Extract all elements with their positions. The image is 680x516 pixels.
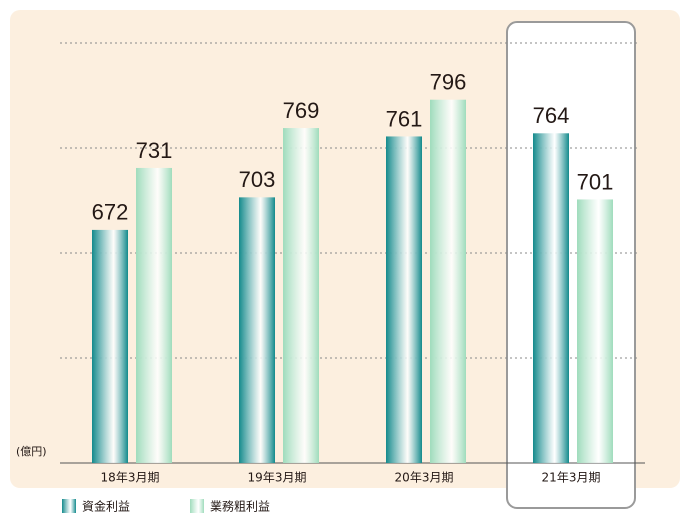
bar [533,133,569,464]
bar [92,229,128,463]
value-label: 672 [92,200,129,225]
bar [239,197,275,463]
unit-label: (億円) [16,445,47,458]
value-label: 764 [533,103,570,128]
x-tick-label: 21年3月期 [542,471,601,485]
value-label: 703 [239,167,276,192]
highlight-box [506,21,636,509]
value-label: 761 [386,106,423,131]
value-label: 769 [283,98,320,123]
legend-label: 資金利益 [82,499,130,514]
bar [386,136,422,463]
legend-swatch [62,499,76,513]
bar [430,99,466,463]
legend-swatch [190,499,204,513]
bar [577,199,613,463]
bar [283,128,319,464]
x-tick-label: 20年3月期 [395,471,454,485]
bar [136,167,172,463]
x-tick-label: 18年3月期 [101,471,160,485]
x-tick-label: 19年3月期 [248,471,307,485]
value-label: 701 [577,169,614,194]
legend-label: 業務粗利益 [210,500,270,514]
value-label: 731 [136,138,173,163]
value-label: 796 [430,70,467,95]
